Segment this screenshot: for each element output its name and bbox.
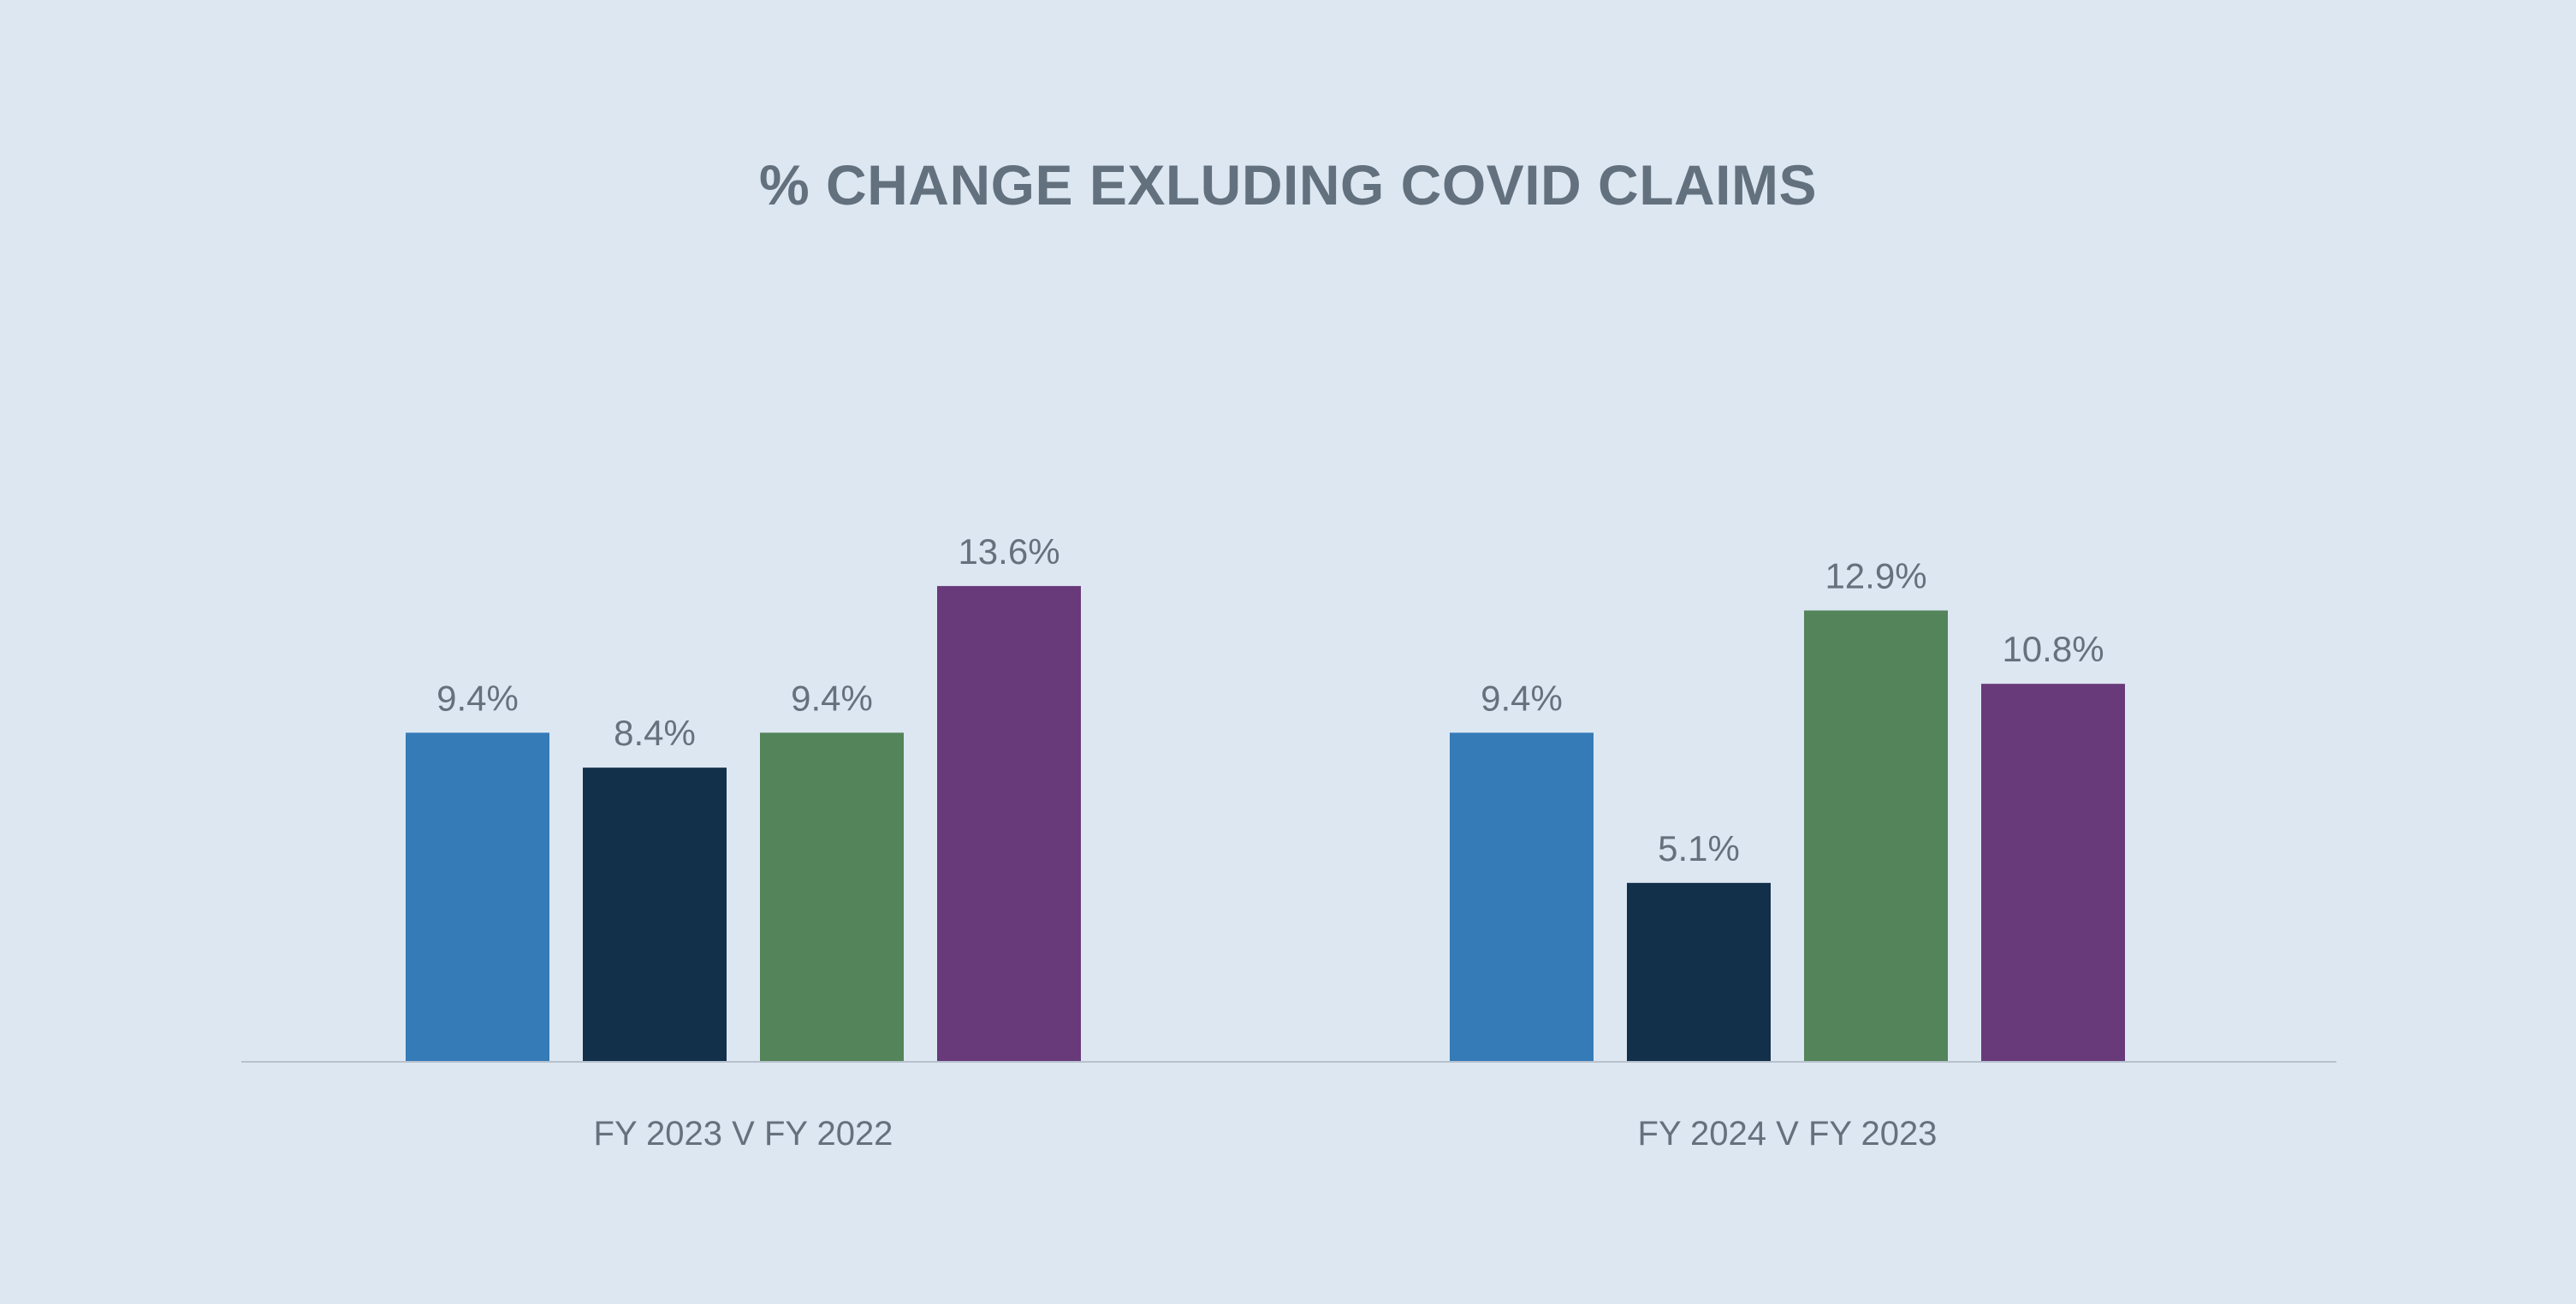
bar <box>1804 610 1948 1061</box>
bar <box>760 732 904 1061</box>
data-label: 9.4% <box>436 678 519 718</box>
bar <box>1450 732 1594 1061</box>
data-label: 9.4% <box>1481 678 1563 718</box>
data-label: 10.8% <box>2002 629 2104 669</box>
data-label: 12.9% <box>1825 555 1926 596</box>
chart-title: % CHANGE EXLUDING COVID CLAIMS <box>758 153 1818 216</box>
bar <box>583 768 727 1061</box>
bar <box>406 732 549 1061</box>
data-label: 9.4% <box>791 678 873 718</box>
category-tick-label: FY 2024 V FY 2023 <box>1638 1115 1938 1153</box>
data-label: 8.4% <box>614 713 696 753</box>
category-tick-label: FY 2023 V FY 2022 <box>594 1115 893 1153</box>
data-label: 13.6% <box>958 531 1059 572</box>
bar <box>1981 684 2125 1061</box>
bar <box>937 585 1081 1061</box>
bar <box>1627 882 1771 1061</box>
data-label: 5.1% <box>1658 828 1740 868</box>
